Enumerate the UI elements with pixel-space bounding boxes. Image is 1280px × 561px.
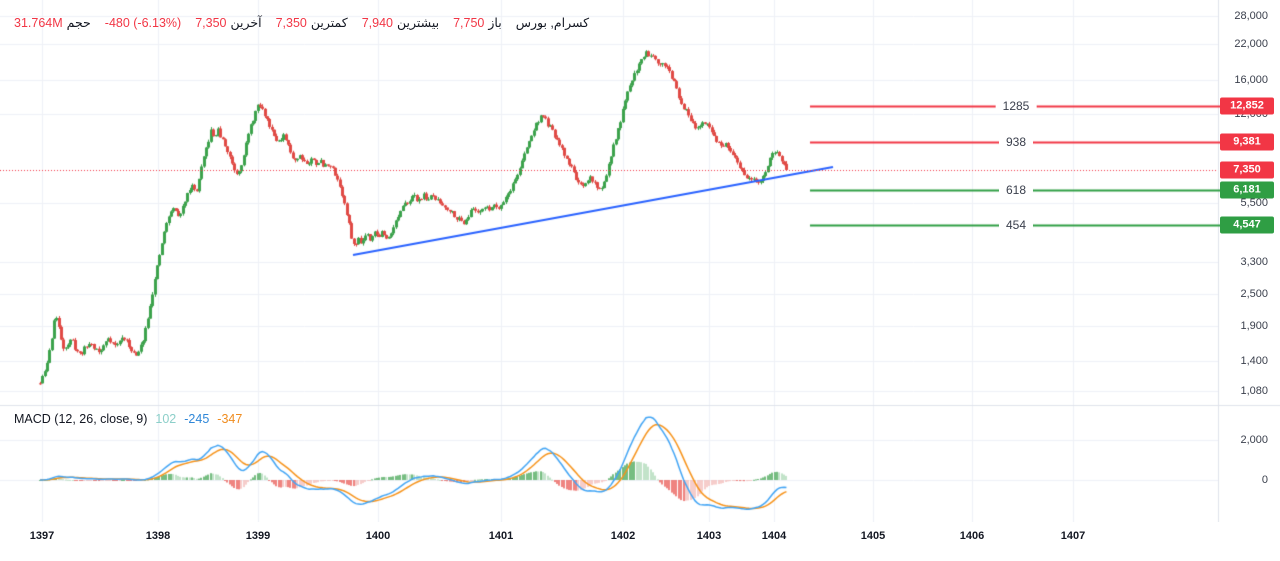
price-tick-label: 1,080	[1240, 384, 1268, 397]
high-field: بیشترین 7,940	[362, 15, 439, 30]
high-label: بیشترین	[397, 16, 440, 30]
volume-label: حجم	[66, 16, 91, 30]
low-field: کمترین 7,350	[276, 15, 348, 30]
time-tick-label: 1404	[761, 530, 787, 542]
time-tick-label: 1406	[959, 530, 985, 542]
time-tick-label: 1405	[860, 530, 886, 542]
open-value: 7,750	[453, 16, 485, 30]
level-label[interactable]: 1285	[995, 98, 1037, 113]
price-tick-label: 5,500	[1240, 197, 1268, 210]
macd-legend: MACD (12, 26, close, 9) 102 -245 -347	[14, 412, 242, 426]
level-label[interactable]: 618	[998, 182, 1034, 197]
macd-signal-value: -347	[217, 412, 243, 426]
price-badge: 9,381	[1220, 133, 1274, 151]
price-tick-label: 2,500	[1240, 288, 1268, 301]
price-badge: 4,547	[1220, 216, 1274, 234]
open-label: باز	[488, 16, 502, 30]
time-tick-label: 1407	[1060, 530, 1086, 542]
macd-tick-label: 0	[1261, 474, 1268, 486]
price-badge: 7,350	[1220, 161, 1274, 179]
price-tick-label: 1,900	[1240, 319, 1268, 332]
level-label[interactable]: 454	[998, 218, 1034, 233]
price-tick-label: 28,000	[1234, 10, 1268, 22]
level-label[interactable]: 938	[998, 134, 1034, 149]
symbol-name: کسرام, بورس	[515, 16, 590, 30]
high-value: 7,940	[361, 16, 393, 30]
change-value: -480 (-6.13%)	[104, 16, 182, 30]
low-label: کمترین	[310, 16, 348, 30]
open-field: باز 7,750	[453, 15, 502, 30]
last-field: آخرین 7,350	[195, 15, 261, 30]
time-tick-label: 1401	[488, 530, 514, 542]
price-axis[interactable]: 28,00022,00016,00012,0005,5003,3002,5001…	[1218, 0, 1280, 522]
macd-line-value: -245	[184, 412, 210, 426]
macd-tick-label: 2,000	[1240, 434, 1268, 446]
last-label: آخرین	[230, 16, 262, 30]
time-tick-label: 1398	[145, 530, 171, 542]
time-tick-label: 1400	[365, 530, 391, 542]
macd-hist-value: 102	[155, 412, 177, 426]
time-tick-label: 1397	[29, 530, 55, 542]
price-badge: 12,852	[1220, 97, 1274, 115]
time-tick-label: 1399	[245, 530, 271, 542]
time-axis[interactable]: 1397 1398 1399 1400 1401 1402 1403 1404 1405 1406…	[0, 522, 1280, 561]
low-value: 7,350	[275, 16, 307, 30]
volume-field: حجم 31.764M	[14, 15, 91, 30]
symbol-legend: کسرام, بورس باز 7,750 بیشترین 7,940 کمتر…	[14, 15, 589, 30]
volume-value: 31.764M	[14, 16, 63, 30]
time-tick-label: 1403	[696, 530, 722, 542]
price-tick-label: 1,400	[1240, 354, 1268, 367]
price-badge: 6,181	[1220, 181, 1274, 199]
price-tick-label: 22,000	[1234, 37, 1268, 50]
time-tick-label: 1402	[610, 530, 636, 542]
price-tick-label: 3,300	[1240, 256, 1268, 269]
last-value: 7,350	[195, 16, 227, 30]
price-tick-label: 16,000	[1234, 74, 1268, 87]
macd-title: MACD (12, 26, close, 9)	[14, 412, 148, 426]
